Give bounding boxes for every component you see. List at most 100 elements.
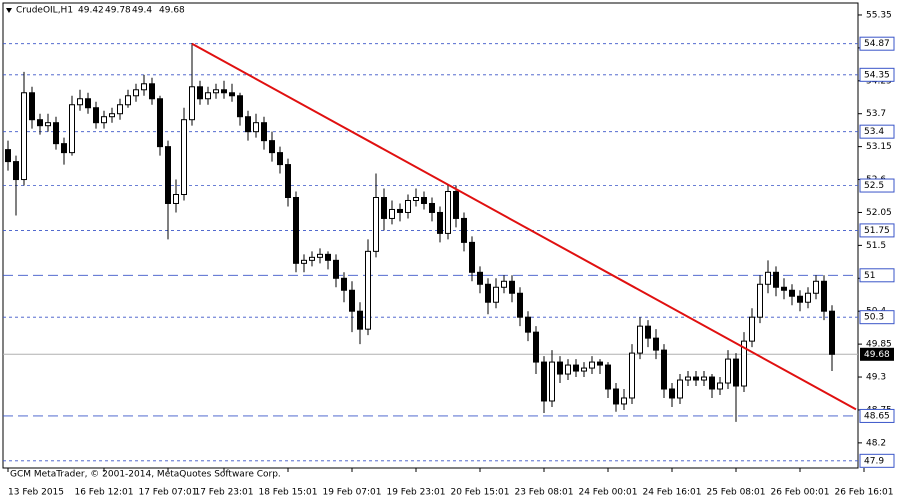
candle-body xyxy=(677,379,683,399)
candle-body xyxy=(669,388,675,399)
candle-body xyxy=(341,277,347,291)
candle-body xyxy=(477,271,483,285)
candle-body xyxy=(405,199,411,213)
candle-body xyxy=(61,143,67,154)
level-box xyxy=(859,223,895,238)
footer: GCM MetaTrader, © 2001-2014, MetaQuotes … xyxy=(10,470,281,480)
y-tick-label: 49.3 xyxy=(866,373,886,383)
candle-body xyxy=(253,122,259,133)
y-tick-label: 52.05 xyxy=(866,208,892,218)
candle-body xyxy=(381,196,387,219)
candle-body xyxy=(573,364,579,372)
candle-body xyxy=(221,89,227,94)
candle-body xyxy=(181,119,187,196)
candle-body xyxy=(293,196,299,264)
candle-body xyxy=(621,397,627,405)
candle-body xyxy=(781,286,787,291)
y-tick-label: 53.15 xyxy=(866,142,892,152)
candle-body xyxy=(245,116,251,133)
candle-body xyxy=(789,289,795,297)
y-tick-label: 53.7 xyxy=(866,109,886,119)
candle-body xyxy=(605,364,611,390)
level-box xyxy=(859,268,895,283)
x-tick-label: 17 Feb 07:01 xyxy=(138,488,197,498)
quote-value: 49.42 xyxy=(78,6,104,16)
candle-body xyxy=(509,280,515,294)
candle-body xyxy=(685,376,691,381)
candle-body xyxy=(29,92,35,121)
x-tick-label: 24 Feb 16:01 xyxy=(642,488,701,498)
candle-body xyxy=(757,283,763,318)
candle-body xyxy=(661,349,667,390)
candle-body xyxy=(77,98,83,106)
candle-body xyxy=(717,382,723,390)
x-tick-label: 17 Feb 23:01 xyxy=(194,488,253,498)
header-arrow[interactable] xyxy=(6,8,12,13)
candle-body xyxy=(277,152,283,166)
candle-body xyxy=(829,310,835,355)
candle-body xyxy=(213,89,219,94)
y-tick-label: 49.85 xyxy=(866,340,892,350)
candle-body xyxy=(389,208,395,219)
level-label: 50.3 xyxy=(864,313,884,323)
level-box xyxy=(859,36,895,51)
candle-body xyxy=(741,340,747,387)
candle-body xyxy=(645,325,651,339)
quote-value: 49.4 xyxy=(132,6,152,16)
candle-body xyxy=(5,149,11,163)
x-tick-label: 19 Feb 07:01 xyxy=(322,488,381,498)
level-label: 51 xyxy=(864,271,875,281)
candle-body xyxy=(693,376,699,381)
candle-body xyxy=(85,98,91,109)
candle-body xyxy=(197,86,203,100)
candle-body xyxy=(397,208,403,213)
candle-body xyxy=(629,352,635,399)
candle-body xyxy=(709,376,715,390)
candle-body xyxy=(813,280,819,294)
x-tick-label: 26 Feb 16:01 xyxy=(834,488,893,498)
candle-body xyxy=(797,295,803,303)
candle-body xyxy=(773,271,779,288)
candle-body xyxy=(101,116,107,124)
candle-body xyxy=(413,196,419,201)
price-label: 49.68 xyxy=(864,350,890,360)
trendline xyxy=(191,42,857,411)
candle-body xyxy=(525,316,531,333)
candle-body xyxy=(269,140,275,154)
candle-body xyxy=(453,191,459,219)
level-label: 51.75 xyxy=(864,226,890,236)
candle-body xyxy=(517,292,523,318)
candle-body xyxy=(357,310,363,330)
candle-body xyxy=(373,196,379,252)
x-tick-label: 13 Feb 2015 xyxy=(8,488,64,498)
x-tick-label: 16 Feb 12:01 xyxy=(74,488,133,498)
candle-body xyxy=(805,292,811,303)
level-box xyxy=(859,67,895,82)
candle-body xyxy=(469,241,475,273)
candle-body xyxy=(485,283,491,303)
candle-body xyxy=(309,256,315,261)
candle-body xyxy=(125,95,131,106)
candle-body xyxy=(589,361,595,369)
y-tick-label: 51.5 xyxy=(866,241,886,251)
price-box xyxy=(860,347,894,361)
candle-body xyxy=(109,113,115,118)
level-label: 53.4 xyxy=(864,127,884,137)
candle-body xyxy=(325,253,331,261)
candle-body xyxy=(765,271,771,285)
level-label: 52.5 xyxy=(864,181,884,191)
y-tick-label: 48.2 xyxy=(866,438,886,448)
candle-body xyxy=(541,361,547,402)
candle-body xyxy=(461,217,467,243)
candle-body xyxy=(117,104,123,115)
candle-body xyxy=(285,164,291,198)
candle-body xyxy=(93,107,99,124)
candle-body xyxy=(13,161,19,181)
candle-body xyxy=(189,86,195,121)
candle-body xyxy=(133,89,139,97)
candle-body xyxy=(429,202,435,213)
level-label: 48.65 xyxy=(864,411,890,421)
x-tick-label: 24 Feb 00:01 xyxy=(578,488,637,498)
candle-body xyxy=(301,259,307,264)
